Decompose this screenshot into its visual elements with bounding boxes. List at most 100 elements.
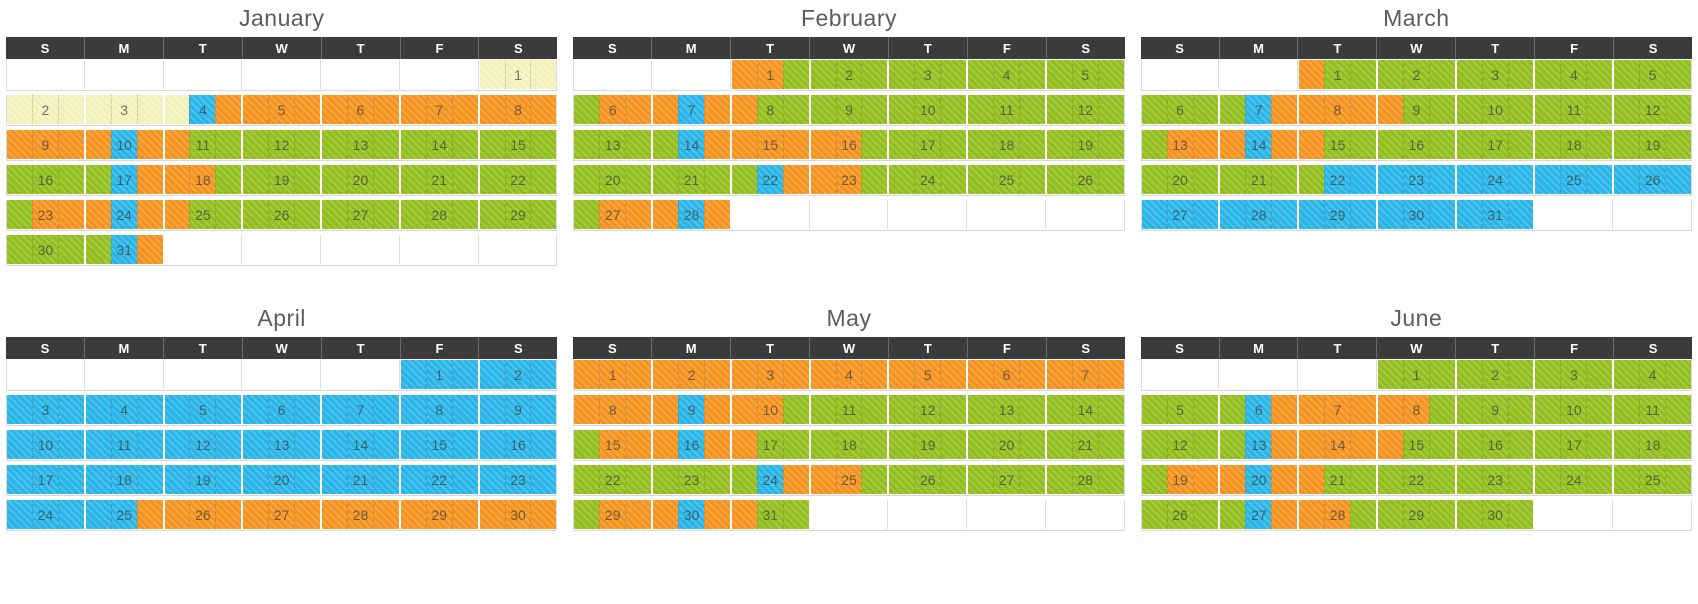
day-cell[interactable]: 7 [1046,360,1124,389]
day-cell[interactable]: 10 [1535,395,1613,424]
day-cell[interactable]: 17 [7,465,84,494]
day-cell[interactable]: 22 [574,465,652,494]
day-cell[interactable]: 30 [7,235,84,264]
day-cell[interactable]: 28 [1299,500,1376,529]
day-cell[interactable]: 25 [810,465,888,494]
day-cell[interactable]: 12 [889,395,967,424]
day-cell[interactable]: 8 [1299,95,1376,124]
day-cell[interactable]: 22 [731,165,809,194]
day-cell[interactable]: 3 [1535,360,1613,389]
day-cell[interactable]: 26 [164,500,242,529]
day-cell[interactable]: 10 [7,430,84,459]
day-cell[interactable]: 30 [479,500,557,529]
day-cell[interactable]: 4 [1614,360,1692,389]
day-cell[interactable]: 11 [85,430,163,459]
day-cell[interactable]: 30 [1456,500,1534,529]
day-cell[interactable]: 28 [1046,465,1124,494]
day-cell[interactable]: 15 [1377,430,1455,459]
day-cell[interactable]: 11 [164,130,242,159]
day-cell[interactable]: 13 [322,130,399,159]
day-cell[interactable]: 27 [322,200,399,229]
day-cell[interactable]: 10 [731,395,809,424]
day-cell[interactable]: 19 [889,430,967,459]
day-cell[interactable]: 14 [400,130,478,159]
day-cell[interactable]: 28 [400,200,478,229]
day-cell[interactable]: 13 [243,430,321,459]
day-cell[interactable]: 6 [1220,395,1298,424]
day-cell[interactable]: 9 [1456,395,1534,424]
day-cell[interactable]: 2 [7,95,84,124]
day-cell[interactable]: 29 [1377,500,1455,529]
day-cell[interactable]: 2 [1456,360,1534,389]
day-cell[interactable]: 29 [479,200,557,229]
day-cell[interactable]: 16 [1377,130,1455,159]
day-cell[interactable]: 19 [243,165,321,194]
day-cell[interactable]: 24 [85,200,163,229]
day-cell[interactable]: 15 [1299,130,1376,159]
day-cell[interactable]: 18 [1535,130,1613,159]
day-cell[interactable]: 18 [1614,430,1692,459]
day-cell[interactable]: 12 [1046,95,1124,124]
day-cell[interactable]: 6 [322,95,399,124]
day-cell[interactable]: 5 [889,360,967,389]
day-cell[interactable]: 17 [889,130,967,159]
day-cell[interactable]: 19 [1614,130,1692,159]
day-cell[interactable]: 18 [164,165,242,194]
day-cell[interactable]: 8 [1377,395,1455,424]
day-cell[interactable]: 27 [243,500,321,529]
day-cell[interactable]: 29 [574,500,652,529]
day-cell[interactable]: 27 [1220,500,1298,529]
day-cell[interactable]: 21 [1046,430,1124,459]
day-cell[interactable]: 20 [1220,465,1298,494]
day-cell[interactable]: 5 [1046,60,1124,89]
day-cell[interactable]: 17 [731,430,809,459]
day-cell[interactable]: 2 [810,60,888,89]
day-cell[interactable]: 10 [85,130,163,159]
day-cell[interactable]: 23 [810,165,888,194]
day-cell[interactable]: 7 [1220,95,1298,124]
day-cell[interactable]: 1 [731,60,809,89]
day-cell[interactable]: 6 [243,395,321,424]
day-cell[interactable]: 23 [479,465,557,494]
day-cell[interactable]: 5 [1614,60,1692,89]
day-cell[interactable]: 8 [400,395,478,424]
day-cell[interactable]: 31 [85,235,163,264]
day-cell[interactable]: 16 [810,130,888,159]
day-cell[interactable]: 9 [7,130,84,159]
day-cell[interactable]: 4 [810,360,888,389]
day-cell[interactable]: 30 [1377,200,1455,229]
day-cell[interactable]: 20 [322,165,399,194]
day-cell[interactable]: 18 [85,465,163,494]
day-cell[interactable]: 1 [400,360,478,389]
day-cell[interactable]: 20 [574,165,652,194]
day-cell[interactable]: 8 [731,95,809,124]
day-cell[interactable]: 10 [1456,95,1534,124]
day-cell[interactable]: 15 [731,130,809,159]
day-cell[interactable]: 1 [1377,360,1455,389]
day-cell[interactable]: 27 [1141,200,1219,229]
day-cell[interactable]: 12 [164,430,242,459]
day-cell[interactable]: 22 [1299,165,1376,194]
day-cell[interactable]: 21 [1299,465,1376,494]
day-cell[interactable]: 26 [1046,165,1124,194]
day-cell[interactable]: 11 [810,395,888,424]
day-cell[interactable]: 26 [243,200,321,229]
day-cell[interactable]: 26 [1141,500,1219,529]
day-cell[interactable]: 19 [1141,465,1219,494]
day-cell[interactable]: 9 [1377,95,1455,124]
day-cell[interactable]: 17 [1535,430,1613,459]
day-cell[interactable]: 20 [968,430,1045,459]
day-cell[interactable]: 26 [889,465,967,494]
day-cell[interactable]: 18 [968,130,1045,159]
day-cell[interactable]: 6 [1141,95,1219,124]
day-cell[interactable]: 21 [322,465,399,494]
day-cell[interactable]: 24 [1456,165,1534,194]
day-cell[interactable]: 23 [7,200,84,229]
day-cell[interactable]: 21 [653,165,730,194]
day-cell[interactable]: 19 [1046,130,1124,159]
day-cell[interactable]: 16 [1456,430,1534,459]
day-cell[interactable]: 22 [1377,465,1455,494]
day-cell[interactable]: 11 [968,95,1045,124]
day-cell[interactable]: 15 [479,130,557,159]
day-cell[interactable]: 13 [574,130,652,159]
